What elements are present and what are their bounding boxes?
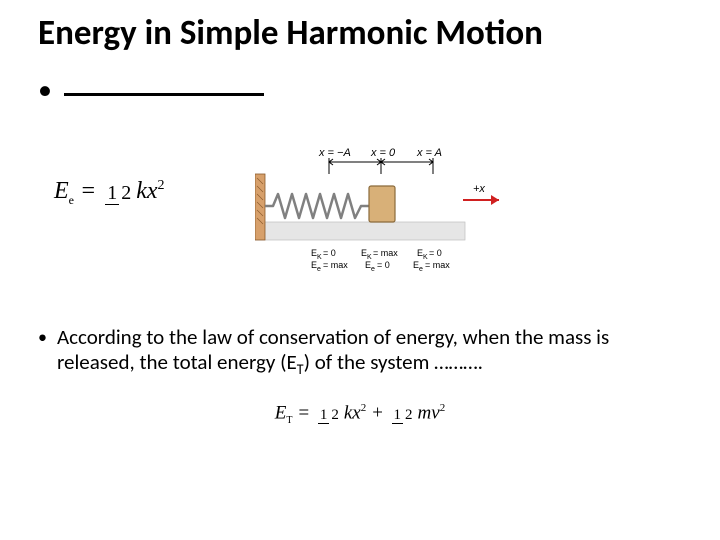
svg-text:x = A: x = A [416, 147, 442, 159]
formula-total-energy: ET = 12kx2 + 12mv2 [275, 402, 445, 426]
bullet-2: • According to the law of conservation o… [38, 325, 682, 378]
blank-fill-in [64, 68, 264, 96]
svg-text:e: e [371, 266, 375, 273]
svg-text:= 0: = 0 [377, 260, 390, 270]
svg-text:e: e [317, 266, 321, 273]
svg-text:+x: +x [473, 183, 485, 195]
svg-text:e: e [419, 266, 423, 273]
svg-text:= max: = max [425, 260, 450, 270]
svg-text:K: K [317, 254, 322, 261]
svg-text:= 0: = 0 [429, 248, 442, 258]
bullet-1: • [38, 68, 682, 104]
bullet-dot-2: • [38, 328, 47, 346]
svg-text:= max: = max [323, 260, 348, 270]
spring-mass-diagram: x = −A x = 0 x = A [255, 144, 515, 299]
slide-title: Energy in Simple Harmonic Motion [38, 12, 682, 54]
svg-text:= 0: = 0 [323, 248, 336, 258]
formula-elastic-pe: Ee = 12kx2 [54, 178, 165, 208]
svg-text:= max: = max [373, 248, 398, 258]
bullet-2-text: According to the law of conservation of … [57, 325, 682, 378]
svg-text:x = −A: x = −A [318, 147, 351, 159]
svg-text:x = 0: x = 0 [370, 147, 396, 159]
bullet-dot-1: • [38, 76, 52, 104]
mid-row: Ee = 12kx2 x = −A x = 0 x = A [38, 144, 682, 299]
